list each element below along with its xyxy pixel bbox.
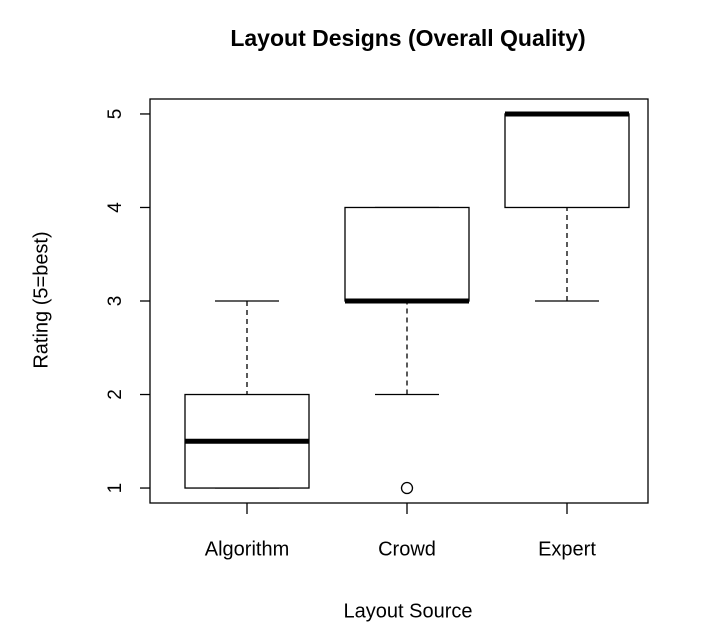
box [344, 206, 470, 302]
y-tick-label: 2 [105, 389, 126, 400]
y-tick-label: 1 [105, 483, 126, 494]
x-tick-label: Expert [538, 538, 596, 560]
chart-title: Layout Designs (Overall Quality) [230, 25, 585, 51]
y-axis-label: Rating (5=best) [30, 231, 52, 368]
y-tick-label: 3 [105, 296, 126, 307]
outlier [400, 481, 414, 495]
x-tick-label: Crowd [378, 538, 436, 560]
box [504, 113, 630, 209]
y-tick-label: 4 [105, 202, 126, 213]
x-axis-label: Layout Source [344, 600, 473, 622]
x-tick-label: Algorithm [205, 538, 289, 560]
y-tick-label: 5 [105, 109, 126, 120]
